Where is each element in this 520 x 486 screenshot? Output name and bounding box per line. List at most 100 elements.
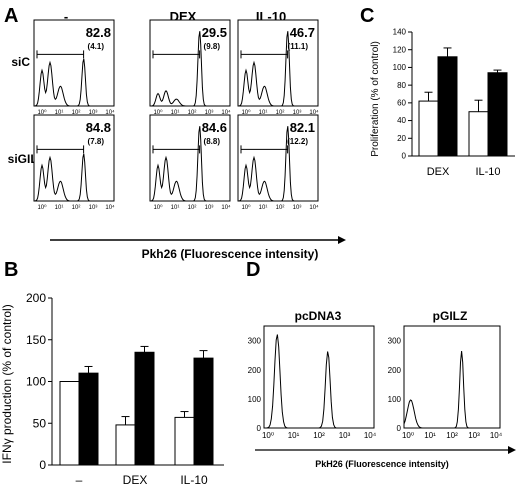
y-tick-label: 40 (397, 116, 406, 125)
x-tick-label: 10⁴ (309, 204, 319, 211)
x-tick-label: 10⁰ (37, 109, 47, 116)
panel-d-title-pgilz: pGILZ (433, 309, 468, 323)
mfi-label: (11.1) (288, 42, 309, 51)
panel-b-yticks: 0 50 100 150 200 (26, 291, 52, 472)
panel-letter-c: C (360, 5, 374, 27)
x-tick-label: 10⁴ (221, 204, 231, 211)
y-tick-label: 60 (397, 99, 406, 108)
x-tick-label: 10³ (89, 205, 98, 211)
y-tick-label: 120 (393, 45, 407, 54)
pkh26-arrow-head (338, 236, 346, 244)
y-tick-label: 300 (248, 337, 262, 346)
panel-b-cat-dex: DEX (123, 473, 148, 486)
mfi-label: (4.1) (88, 42, 105, 51)
panel-letter-b: B (4, 259, 18, 281)
bar (59, 381, 80, 466)
y-tick-label: 150 (26, 333, 46, 347)
x-tick-label: 10² (188, 205, 197, 211)
histogram-siC-0: 82.8 (4.1) 10⁰ 10¹ 10² 10³ 10⁴ (33, 19, 115, 116)
panel-c-bars (418, 47, 508, 157)
x-tick-label: 10⁴ (364, 431, 377, 440)
panel-d-histogram-1: 0 100 200 300 10⁰ 10¹ 10² 10³ 10⁴ (388, 325, 503, 440)
y-tick-label: 50 (33, 416, 47, 430)
bar (134, 351, 155, 466)
x-tick-label: 10⁰ (262, 431, 274, 440)
panel-b-ifng-chart: IFNγ production (% of control) 0 50 100 150… (0, 291, 224, 486)
bar (174, 416, 195, 466)
x-tick-label: 10⁴ (309, 109, 319, 116)
x-tick-label: 10² (313, 431, 325, 440)
y-tick-label: 200 (388, 366, 402, 375)
x-tick-label: 10¹ (55, 110, 64, 116)
x-tick-label: 10² (276, 205, 285, 211)
panel-c-ylabel: Proliferation (% of control) (370, 41, 381, 157)
panel-b-cat-untreated: – (76, 473, 83, 486)
histogram-frame (403, 325, 501, 429)
mfi-label: (9.8) (204, 42, 221, 51)
x-tick-label: 10¹ (259, 205, 268, 211)
y-tick-label: 100 (26, 375, 46, 389)
y-tick-label: 0 (402, 152, 407, 161)
y-tick-label: 0 (39, 458, 46, 472)
x-tick-label: 10¹ (288, 431, 300, 440)
panel-c-cat-dex: DEX (427, 166, 450, 178)
panel-b-bars (59, 345, 214, 466)
mfi-label: (12.2) (287, 137, 308, 146)
x-tick-label: 10³ (89, 110, 98, 116)
histogram-frame (33, 19, 115, 107)
y-tick-label: 100 (248, 395, 262, 404)
bar (193, 357, 214, 466)
panel-letter-a: A (4, 5, 18, 27)
x-tick-label: 10³ (205, 110, 214, 116)
y-tick-label: 100 (393, 63, 407, 72)
x-tick-label: 10¹ (259, 110, 268, 116)
percent-divided-label: 82.8 (86, 25, 111, 40)
x-tick-label: 10² (188, 110, 197, 116)
histogram-trace (33, 58, 114, 107)
x-tick-label: 10¹ (171, 205, 180, 211)
row-header-sic: siC (11, 55, 30, 69)
panel-c-yticks: 0 20 40 60 80 100 120 140 (393, 28, 412, 161)
x-tick-label: 10³ (293, 110, 302, 116)
histogram-trace (33, 153, 114, 202)
panel-c-proliferation-chart: Proliferation (% of control) 0 20 40 60 80 10… (370, 28, 515, 178)
bar (115, 424, 136, 466)
x-tick-label: 10⁴ (490, 431, 503, 440)
x-tick-label: 10⁰ (153, 204, 163, 211)
x-tick-label: 10¹ (424, 431, 436, 440)
histogram-siGILZ-2: 82.1 (12.2) 10⁰ 10¹ 10² 10³ 10⁴ (237, 114, 319, 211)
panel-d-arrow-head (508, 446, 516, 454)
panel-d-xlabel: PkH26 (Fluorescence intensity) (315, 459, 449, 469)
percent-divided-label: 46.7 (290, 25, 315, 40)
x-tick-label: 10⁰ (153, 109, 163, 116)
x-tick-label: 10⁴ (105, 204, 115, 211)
percent-divided-label: 84.8 (86, 120, 111, 135)
x-tick-label: 10⁰ (241, 109, 251, 116)
mfi-label: (7.8) (88, 137, 105, 146)
histogram-frame (237, 114, 319, 202)
x-tick-label: 10³ (205, 205, 214, 211)
y-tick-label: 200 (248, 366, 262, 375)
col-header-untreated: - (64, 9, 68, 24)
x-tick-label: 10⁰ (241, 204, 251, 211)
panel-d-histograms: pcDNA3 pGILZ PkH26 (Fluorescence intensi… (248, 309, 516, 469)
panel-d-histogram-0: 0 100 200 300 10⁰ 10¹ 10² 10³ 10⁴ (248, 325, 377, 440)
panel-b-ylabel: IFNγ production (% of control) (0, 304, 14, 463)
x-tick-label: 10³ (293, 205, 302, 211)
percent-divided-label: 29.5 (202, 25, 227, 40)
x-tick-label: 10⁴ (221, 109, 231, 116)
bar (78, 372, 99, 466)
histogram-trace (403, 351, 500, 429)
x-tick-label: 10⁴ (105, 109, 115, 116)
percent-divided-label: 84.6 (202, 120, 227, 135)
histogram-siGILZ-0: 84.8 (7.8) 10⁰ 10¹ 10² 10³ 10⁴ (33, 114, 115, 211)
y-tick-label: 0 (257, 424, 262, 433)
x-tick-label: 10³ (468, 431, 480, 440)
y-tick-label: 80 (397, 81, 406, 90)
histogram-frame (149, 114, 231, 202)
y-tick-label: 140 (393, 28, 407, 37)
histogram-trace (237, 126, 318, 202)
x-tick-label: 10⁰ (402, 431, 414, 440)
